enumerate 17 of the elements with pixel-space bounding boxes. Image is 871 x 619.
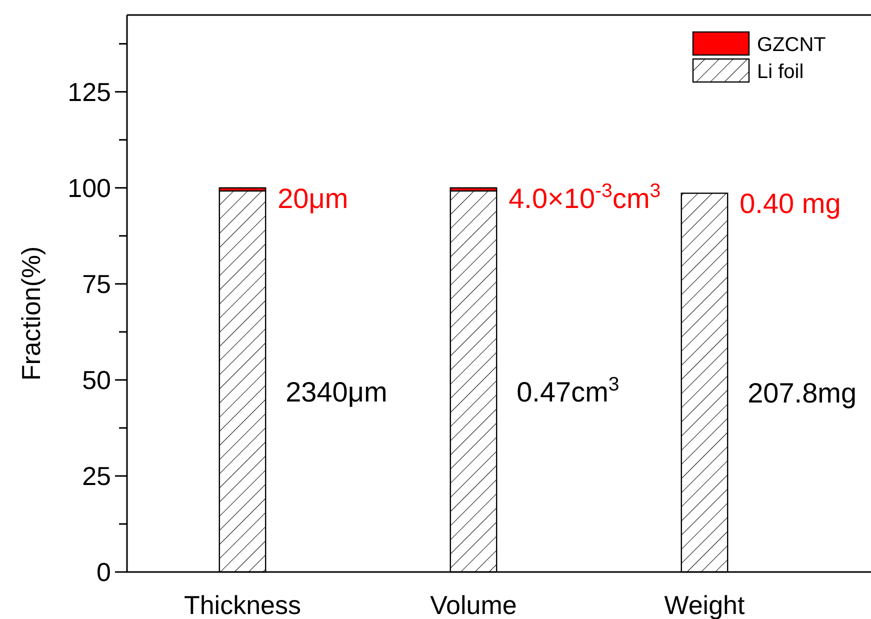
legend-label: GZCNT	[757, 34, 826, 56]
y-tick-label: 25	[82, 461, 111, 492]
y-axis-title: Fraction(%)	[16, 246, 46, 381]
y-tick-label: 125	[68, 76, 111, 107]
x-tick-label: Thickness	[184, 590, 302, 619]
annotation: 20μm	[278, 182, 348, 214]
annotation: 207.8mg	[748, 378, 857, 409]
annotation: 0.40 mg	[740, 188, 841, 220]
annotation: 4.0×10$^{-3}$cm$^{3}$	[508, 180, 661, 214]
y-tick-label: 100	[68, 172, 111, 203]
y-tick-label: 50	[82, 365, 111, 396]
y-tick-label: 75	[82, 268, 111, 299]
y-tick-label: 0	[96, 557, 111, 588]
x-tick-label: Volume	[430, 590, 517, 619]
legend-label: Li foil	[757, 61, 804, 83]
annotation: 2340μm	[286, 376, 388, 408]
annotation: 0.47cm$^{3}$	[516, 373, 620, 408]
